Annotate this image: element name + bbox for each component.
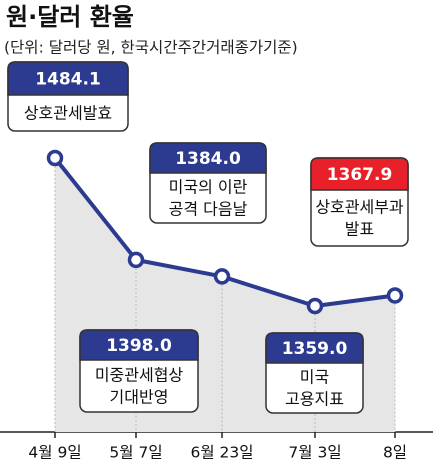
marker	[46, 149, 64, 167]
marker	[127, 251, 145, 269]
annotation: 상호관세발효	[24, 104, 112, 123]
callout-header	[310, 157, 409, 191]
chart-title: 원·달러 환율	[6, 3, 134, 31]
marker	[306, 297, 324, 315]
annotation: 미국	[300, 368, 329, 387]
annotation: 기대반영	[110, 388, 169, 407]
x-tick-label: 4월 9일	[28, 444, 81, 462]
value-label: 1484.1	[35, 70, 101, 90]
x-tick-label: 8일	[383, 444, 407, 462]
callout-header	[79, 329, 199, 361]
annotation: 발표	[345, 220, 374, 239]
callout-header	[265, 332, 364, 364]
x-tick-label: 6월 23일	[190, 444, 253, 462]
value-label: 1359.0	[282, 339, 348, 359]
callout-header	[149, 142, 267, 174]
marker	[386, 287, 404, 304]
annotation: 상호관세부과	[315, 198, 404, 217]
annotation: 미국의 이란	[169, 178, 248, 197]
annotation: 미중관세협상	[95, 366, 184, 385]
x-tick-label: 5월 7일	[109, 444, 162, 462]
value-label: 1398.0	[106, 336, 172, 356]
value-label: 1367.9	[327, 165, 393, 185]
marker	[213, 268, 231, 285]
annotation: 고용지표	[285, 390, 344, 409]
callout: 1484.1 상호관세발효	[7, 61, 129, 132]
x-tick-label: 7월 3일	[288, 444, 341, 462]
chart-subtitle: (단위: 달러당 원, 한국시간주간거래종가기준)	[4, 39, 298, 57]
value-label: 1384.0	[175, 149, 241, 169]
callout-header	[7, 61, 129, 96]
annotation: 공격 다음날	[169, 200, 248, 219]
